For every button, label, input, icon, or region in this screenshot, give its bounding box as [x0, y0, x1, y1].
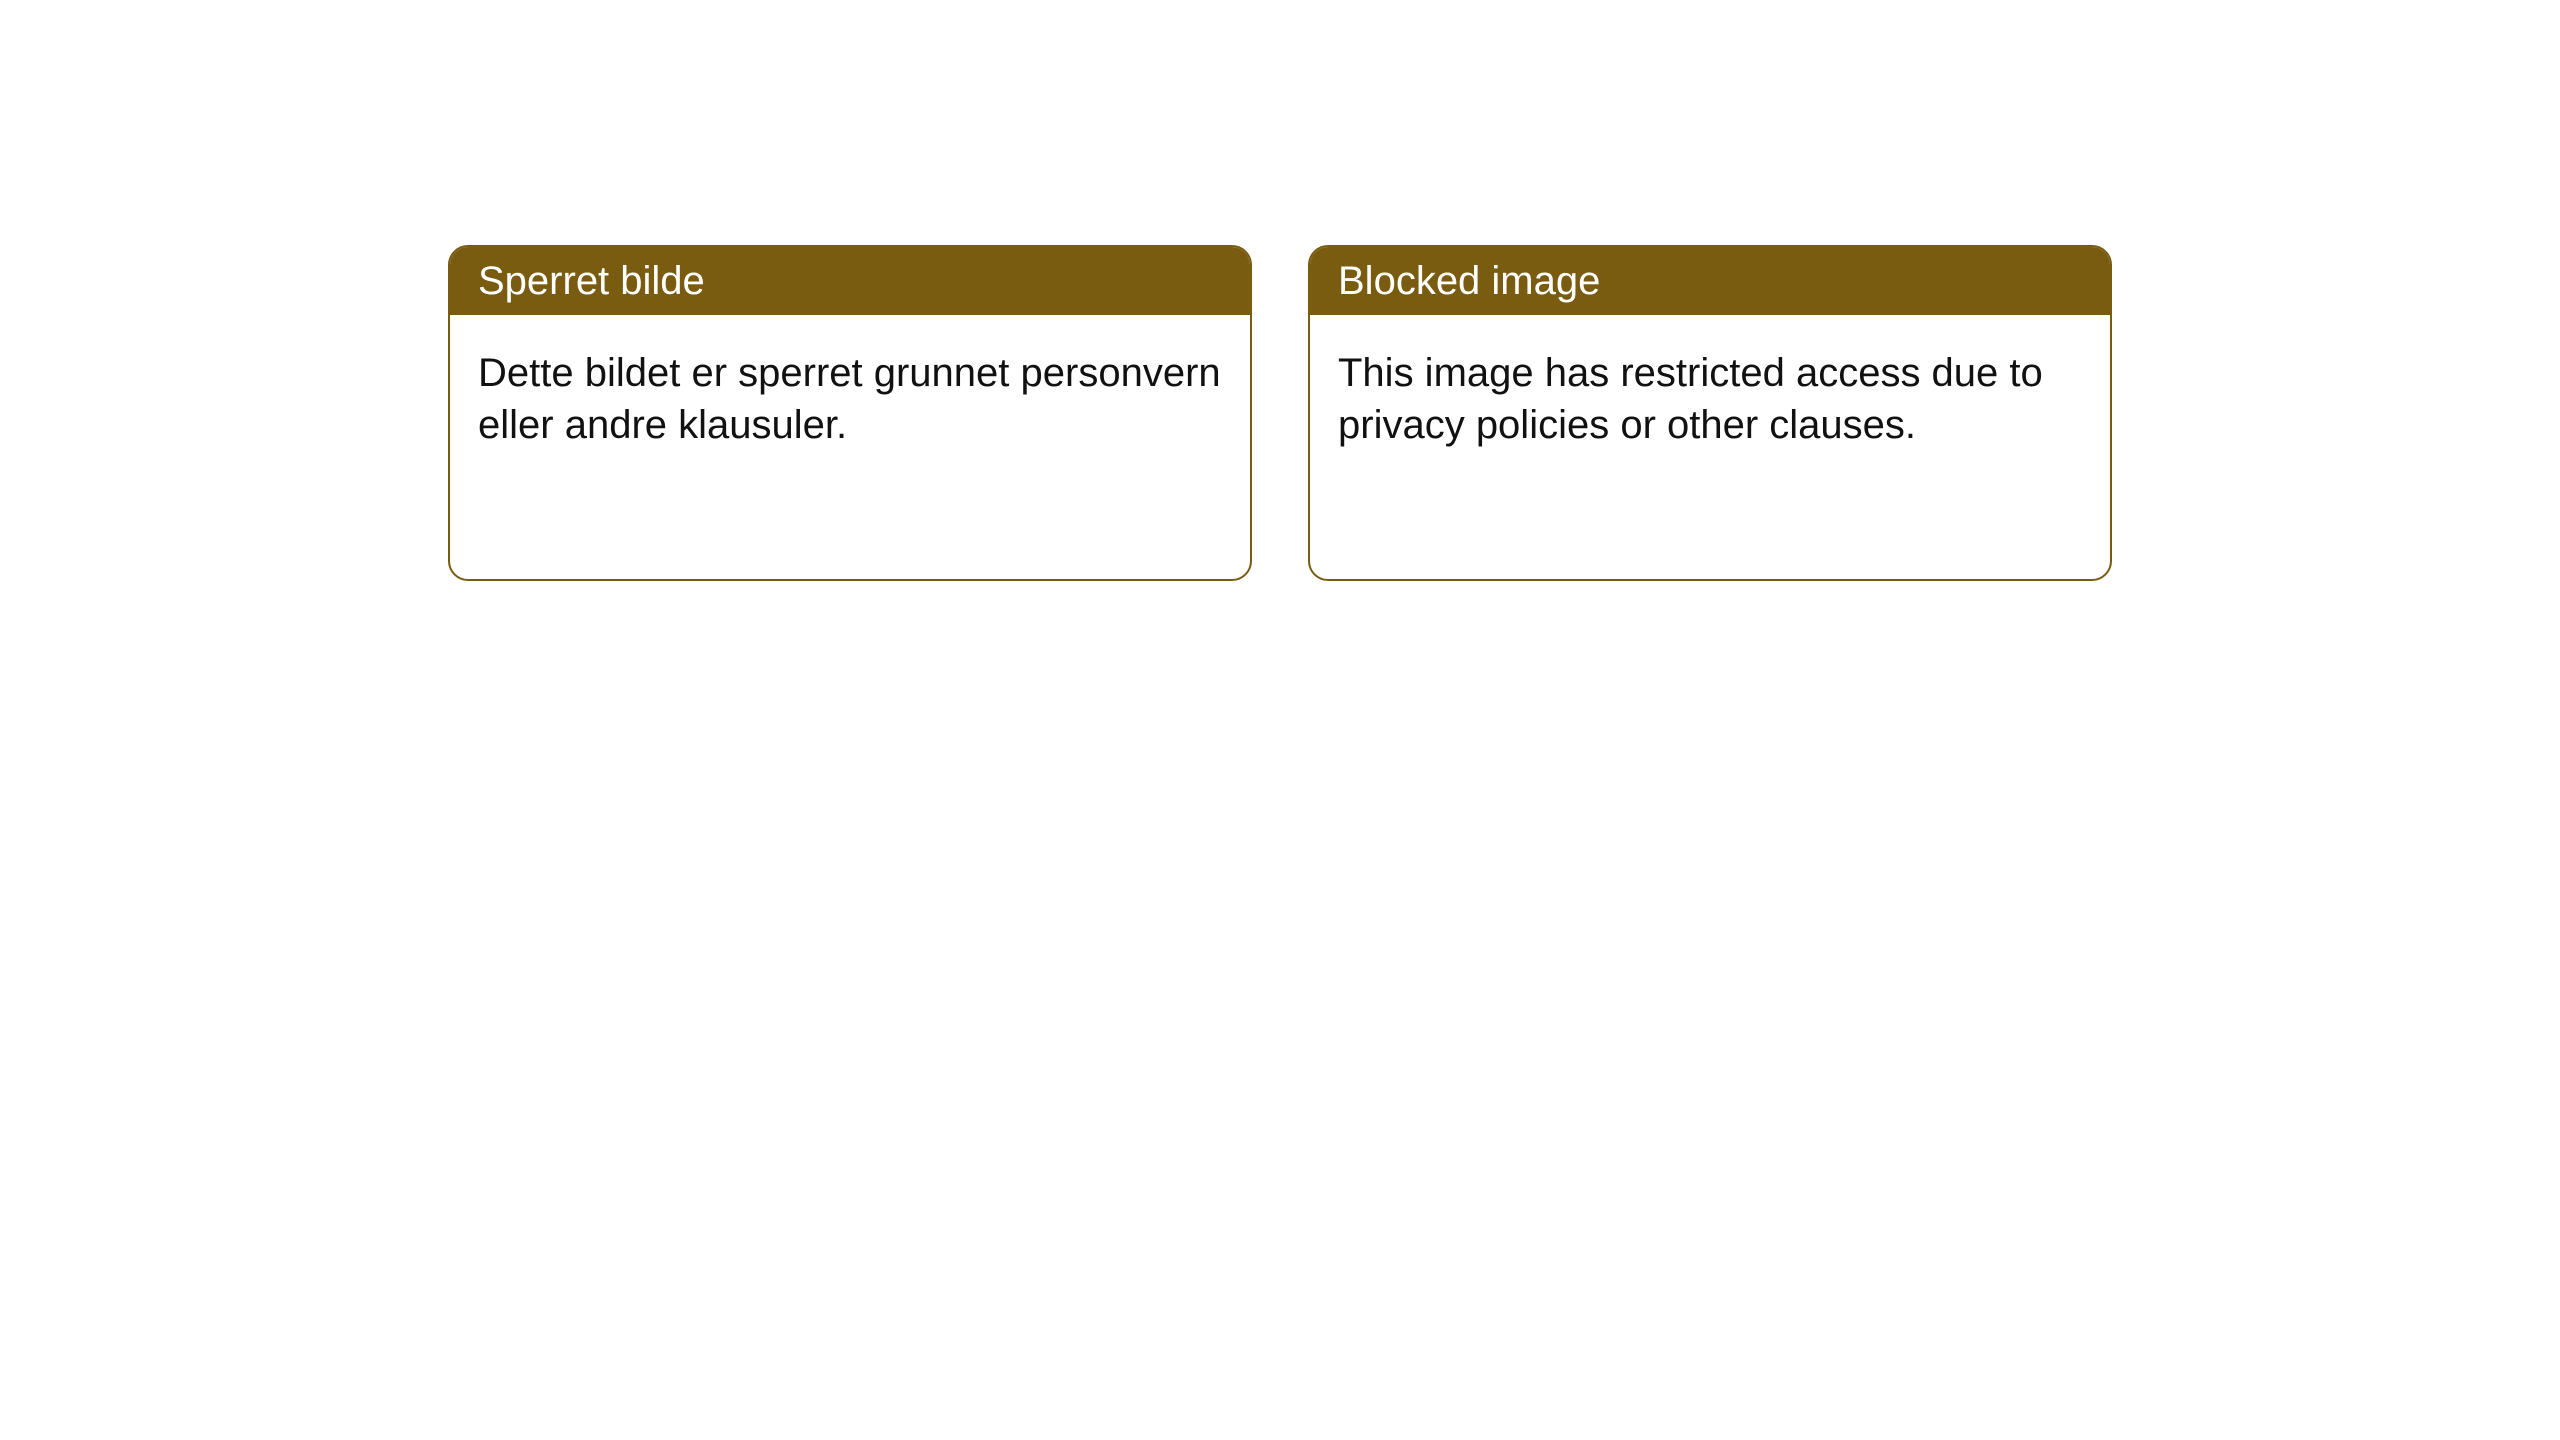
card-header-text: Blocked image [1338, 259, 1600, 303]
card-body-text: Dette bildet er sperret grunnet personve… [478, 351, 1221, 447]
card-header-english: Blocked image [1310, 247, 2110, 315]
notice-card-norwegian: Sperret bilde Dette bildet er sperret gr… [448, 245, 1252, 581]
card-header-text: Sperret bilde [478, 259, 705, 303]
card-body-english: This image has restricted access due to … [1310, 315, 2110, 483]
card-header-norwegian: Sperret bilde [450, 247, 1250, 315]
notice-cards-container: Sperret bilde Dette bildet er sperret gr… [448, 245, 2112, 581]
card-body-text: This image has restricted access due to … [1338, 351, 2043, 447]
notice-card-english: Blocked image This image has restricted … [1308, 245, 2112, 581]
card-body-norwegian: Dette bildet er sperret grunnet personve… [450, 315, 1250, 483]
